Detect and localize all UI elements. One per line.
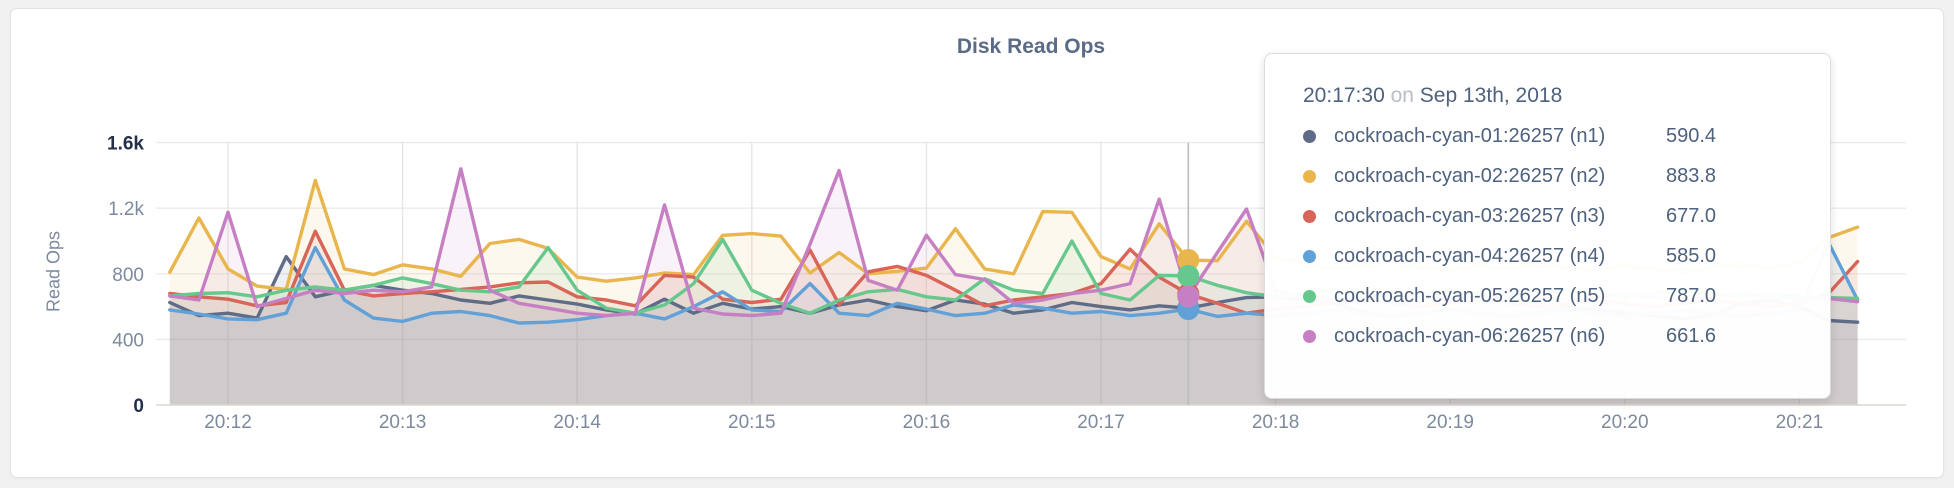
chart-title: Disk Read Ops xyxy=(956,35,1106,58)
x-tick-label: 20:13 xyxy=(379,412,427,433)
tooltip-on-word: on xyxy=(1390,84,1414,107)
x-tick-label: 20:16 xyxy=(903,412,951,433)
tooltip-row: cockroach-cyan-01:26257 (n1) 590.4 xyxy=(1303,116,1794,156)
series-dot-icon xyxy=(1303,289,1316,303)
x-tick-label: 20:18 xyxy=(1252,412,1300,433)
tooltip-series-label: cockroach-cyan-04:26257 (n4) xyxy=(1334,244,1606,267)
tooltip-time: 20:17:30 xyxy=(1303,84,1385,107)
tooltip-series-label: cockroach-cyan-06:26257 (n6) xyxy=(1334,324,1606,347)
tooltip-header: 20:17:30 on Sep 13th, 2018 xyxy=(1303,84,1794,108)
tooltip-series-label: cockroach-cyan-01:26257 (n1) xyxy=(1334,124,1606,147)
tooltip-row: cockroach-cyan-03:26257 (n3) 677.0 xyxy=(1303,196,1794,236)
tooltip-series-label: cockroach-cyan-02:26257 (n2) xyxy=(1334,164,1606,187)
y-tick-label: 0 xyxy=(133,396,144,417)
series-dot-icon xyxy=(1303,249,1316,263)
x-tick-label: 20:12 xyxy=(204,412,252,433)
series-dot-icon xyxy=(1303,169,1316,183)
chart-card: Disk Read Ops Read Ops 20:12 20:13 20:14 20… xyxy=(10,8,1944,478)
series-dot-icon xyxy=(1303,209,1316,223)
y-tick-label: 1.6k xyxy=(107,134,144,155)
hover-dot-n6 xyxy=(1177,285,1200,308)
tooltip-rows: cockroach-cyan-01:26257 (n1) 590.4 cockroa… xyxy=(1303,116,1794,356)
tooltip-row: cockroach-cyan-02:26257 (n2) 883.8 xyxy=(1303,156,1794,196)
x-tick-label: 20:19 xyxy=(1426,412,1474,433)
tooltip-row: cockroach-cyan-04:26257 (n4) 585.0 xyxy=(1303,236,1794,276)
tooltip-series-value: 677.0 xyxy=(1666,204,1717,227)
tooltip-row: cockroach-cyan-06:26257 (n6) 661.6 xyxy=(1303,316,1794,356)
x-tick-label: 20:21 xyxy=(1776,412,1824,433)
x-tick-label: 20:20 xyxy=(1601,412,1649,433)
tooltip-series-value: 590.4 xyxy=(1666,124,1717,147)
y-tick-label: 400 xyxy=(112,330,144,351)
y-tick-label: 800 xyxy=(112,265,144,286)
tooltip-series-value: 883.8 xyxy=(1666,164,1717,187)
tooltip-series-value: 787.0 xyxy=(1666,284,1717,307)
series-dot-icon xyxy=(1303,129,1316,143)
tooltip-series-label: cockroach-cyan-05:26257 (n5) xyxy=(1334,284,1606,307)
tooltip-series-value: 661.6 xyxy=(1666,324,1717,347)
tooltip-series-value: 585.0 xyxy=(1666,244,1717,267)
x-tick-label: 20:17 xyxy=(1077,412,1125,433)
series-dot-icon xyxy=(1303,329,1316,343)
hover-tooltip: 20:17:30 on Sep 13th, 2018 cockroach-cya… xyxy=(1264,53,1831,399)
tooltip-series-label: cockroach-cyan-03:26257 (n3) xyxy=(1334,204,1606,227)
x-tick-label: 20:15 xyxy=(728,412,776,433)
hover-dot-n5 xyxy=(1177,264,1200,287)
tooltip-row: cockroach-cyan-05:26257 (n5) 787.0 xyxy=(1303,276,1794,316)
x-tick-label: 20:14 xyxy=(553,412,601,433)
y-tick-label: 1.2k xyxy=(108,199,144,220)
tooltip-date: Sep 13th, 2018 xyxy=(1419,84,1563,107)
